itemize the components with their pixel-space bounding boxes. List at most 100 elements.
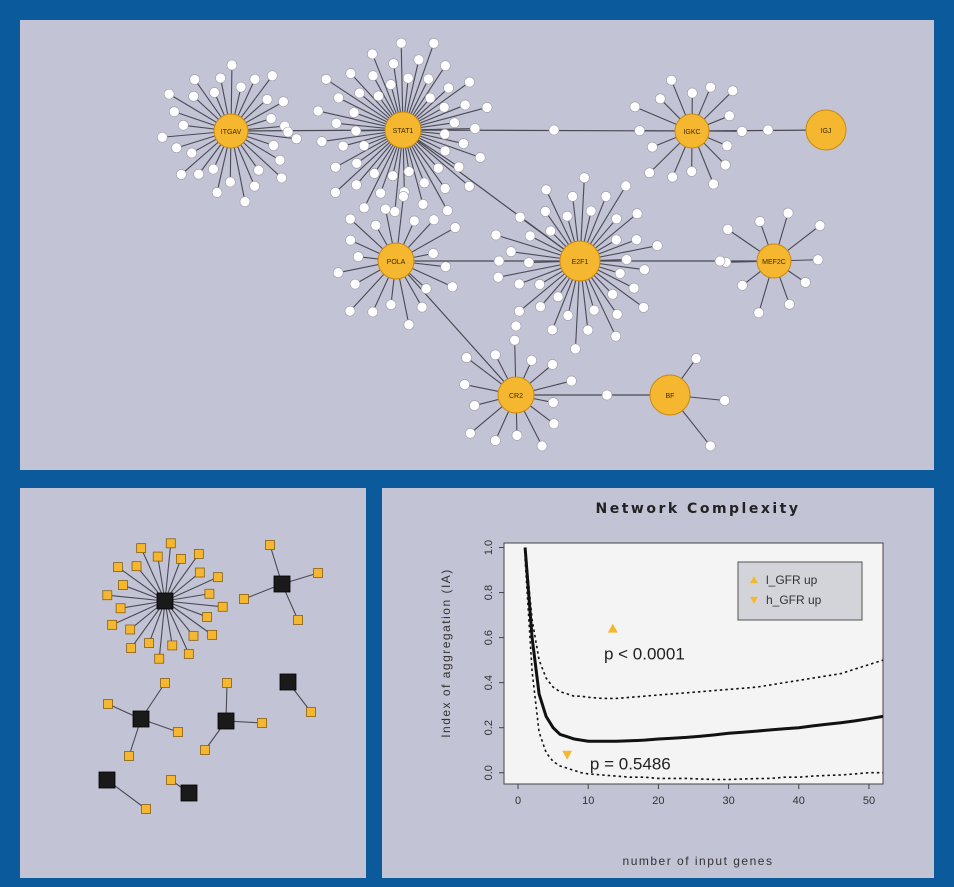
leaf-node (186, 147, 198, 159)
leaf-node (253, 164, 264, 176)
hub-stat1: STAT1 (384, 111, 422, 149)
leaf-node (442, 205, 453, 216)
leaf-node (416, 301, 428, 313)
hub-circle (559, 240, 601, 282)
leaf-node (274, 154, 286, 166)
y-tick-label: 0.8 (483, 585, 495, 600)
leaf-node (686, 87, 698, 99)
leaf-square (217, 601, 228, 612)
leaf-square (306, 707, 316, 717)
leaf-node (345, 234, 356, 246)
hub-circle (497, 376, 535, 414)
leaf-node (464, 181, 475, 192)
leaf-node (291, 133, 302, 145)
hub-label: BF (666, 393, 675, 400)
leaf-node (611, 308, 623, 320)
leaf-node (686, 166, 698, 177)
leaf-node (490, 229, 502, 241)
leaf-node (373, 90, 384, 102)
leaf-node (812, 254, 824, 266)
leaf-node (432, 162, 444, 174)
hub-square (273, 575, 291, 593)
leaf-square (313, 568, 323, 578)
leaf-node (449, 222, 461, 233)
leaf-square (154, 653, 165, 664)
leaf-node (428, 38, 440, 49)
hub-label: MEF2C (762, 259, 786, 266)
cluster-7 (166, 775, 198, 802)
leaf-node (651, 240, 663, 251)
leaf-node (370, 220, 382, 231)
leaf-square (126, 643, 137, 653)
leaf-node (438, 101, 450, 113)
leaf-square (167, 640, 178, 651)
leaf-node (611, 234, 622, 246)
leaf-node (385, 299, 397, 311)
hub-label: ITGAV (221, 129, 242, 136)
leaf-node (628, 282, 640, 294)
hub-pola: POLA (377, 242, 415, 280)
hub-square (156, 592, 174, 610)
network-edges (162, 43, 827, 447)
cluster-1 (102, 538, 228, 664)
leaf-node (545, 225, 556, 237)
leaf-node (209, 87, 220, 98)
leaf-node (474, 152, 486, 163)
leaf-node (428, 214, 440, 226)
x-tick-label: 30 (722, 795, 734, 807)
leaf-node (727, 85, 739, 97)
leaf-node (721, 140, 733, 152)
leaf-node (367, 70, 379, 82)
leaf-node (385, 79, 397, 90)
leaf-node (413, 54, 425, 66)
cluster-3 (103, 678, 183, 761)
leaf-node (344, 305, 356, 317)
leaf-node (784, 299, 795, 310)
leaf-square (204, 588, 215, 599)
x-axis: 0 10 20 30 40 50 (515, 784, 875, 807)
leaf-node (239, 196, 251, 207)
series-line-1 (523, 547, 884, 743)
leaf-node (249, 73, 261, 85)
leaf-square (141, 804, 151, 814)
leaf-node (547, 397, 559, 408)
leaf-node (490, 349, 501, 361)
leaf-node (278, 96, 289, 108)
leaf-square (183, 648, 194, 659)
leaf-node (582, 324, 594, 336)
leaf-node (566, 375, 577, 387)
link-node (601, 389, 613, 401)
hub-label: IGKC (683, 129, 700, 136)
leaf-node (607, 288, 618, 300)
leaf-node (387, 170, 399, 182)
leaf-node (705, 81, 716, 93)
leaf-node (708, 178, 719, 190)
leaf-node (724, 110, 735, 122)
x-axis-title: number of input genes (623, 854, 774, 868)
leaf-node (667, 171, 678, 183)
leaf-node (647, 141, 658, 153)
leaf-node (469, 400, 480, 411)
leaf-node (464, 76, 475, 88)
series-line-3 (524, 558, 883, 781)
leaf-node (719, 395, 731, 406)
leaf-node (782, 207, 794, 219)
hub-circle (377, 242, 415, 280)
leaf-node (188, 91, 199, 102)
leaf-node (439, 145, 451, 157)
leaf-node (634, 125, 645, 136)
leaf-square (239, 594, 249, 604)
cluster-edge (107, 594, 166, 602)
leaf-node (481, 102, 493, 113)
leaf-node (540, 184, 552, 196)
leaf-node (579, 172, 590, 184)
cluster-2 (239, 540, 323, 625)
network-complexity-chart: Network Complexity number of input genes… (439, 501, 884, 868)
cluster-5 (279, 673, 316, 717)
leaf-node (168, 106, 180, 117)
y-axis-title: Index of aggregation (IA) (439, 568, 453, 738)
leaf-node (316, 136, 328, 147)
leaf-node (639, 264, 650, 276)
leaf-node (398, 191, 409, 202)
hub-label: IGJ (821, 128, 832, 135)
